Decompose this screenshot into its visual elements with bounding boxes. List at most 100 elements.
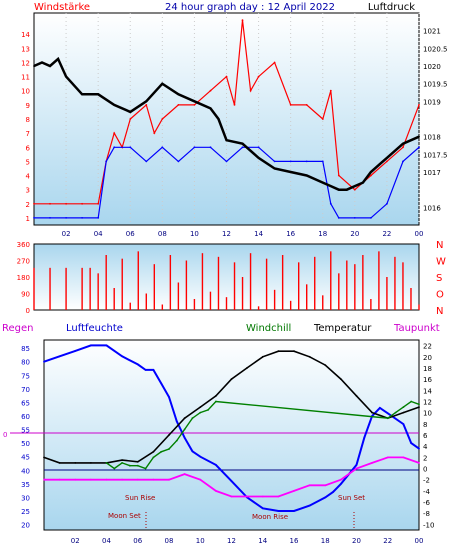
wind-speed-series-point (113, 132, 116, 135)
panel3-x-tick: 14 (258, 537, 267, 545)
panel3-x-tick: 12 (227, 537, 236, 545)
wind-speed-min-series-point (225, 160, 228, 163)
panel3-right-tick: 18 (423, 365, 432, 373)
panel1-right-tick-labels: 1016 1017 1017.5 1018 1019 1019.5 1020 1020.5 10… (423, 28, 448, 213)
pressure-series-point (217, 118, 220, 120)
panel3-x-tick: 20 (352, 537, 361, 545)
humidity-series-point (152, 369, 155, 371)
panel1-left-tick: 13 (21, 45, 30, 53)
dewpoint-series-point (58, 478, 61, 481)
wind-speed-min-series-point (97, 217, 100, 219)
wind-speed-series-point (177, 104, 180, 106)
panel2-y-tick: 0 (26, 307, 30, 315)
wind-speed-series-point (49, 202, 51, 205)
panel1-x-tick: 14 (254, 230, 263, 238)
pressure-series-point (345, 188, 348, 191)
panel3-left-tick: 85 (21, 345, 30, 353)
panel1-left-tick: 11 (21, 74, 30, 82)
humidity-series-point (175, 420, 178, 423)
dewpoint-series-point (355, 467, 358, 470)
temperature-series-point (199, 406, 202, 408)
pressure-series-point (353, 185, 356, 188)
wind-speed-series-point (418, 104, 420, 106)
panel3-right-tick: 4 (423, 443, 428, 451)
panel1-x-tick: 18 (318, 230, 327, 238)
panel2-series (33, 251, 420, 310)
wind-speed-min-series-point (337, 217, 340, 219)
temperature-series-point (402, 411, 405, 414)
panel3-left-tick: 55 (21, 427, 30, 435)
pressure-series-point (33, 65, 35, 67)
panel1-x-tick: 00 (415, 230, 424, 238)
dewpoint-series-point (308, 484, 311, 487)
dewpoint-series-point (324, 484, 327, 487)
humidity-series-point (261, 507, 264, 510)
temperature-series-point (355, 395, 358, 397)
panel3-dewpoint-label: Taupunkt (393, 323, 440, 334)
wind-speed-min-series-point (81, 217, 83, 219)
humidity-series-point (144, 369, 147, 371)
panel3-x-tick: 06 (133, 537, 142, 545)
panel3-temperature-label: Temperatur (313, 323, 372, 334)
windchill-series-point (191, 417, 194, 420)
panel3-series (43, 344, 420, 512)
wind-speed-series-point (386, 160, 388, 163)
panel3-x-tick: 22 (383, 537, 392, 545)
windchill-series-point (152, 456, 155, 459)
panel2-y-tick: 270 (17, 258, 30, 266)
wind-speed-series-point (402, 146, 404, 149)
pressure-series-point (257, 157, 260, 159)
dewpoint-series-point (199, 478, 202, 481)
wind-speed-min-series-point (193, 146, 196, 149)
panel3-x-tick: 10 (196, 537, 205, 545)
sun-set-label: Sun Set (338, 494, 365, 502)
panel3-right-tick: 14 (423, 387, 432, 395)
panel3-right-tick: 8 (423, 421, 427, 429)
panel2-direction-label: N (436, 240, 443, 251)
humidity-series-point (43, 360, 45, 363)
panel3-right-tick: 12 (423, 398, 432, 406)
moon-rise-label: Moon Rise (252, 513, 288, 521)
temperature-series-point (293, 350, 295, 353)
wind-speed-series-point (145, 104, 148, 106)
panel1-left-tick: 12 (21, 59, 30, 67)
panel1-x-tick: 16 (286, 230, 295, 238)
panel1-left-tick: 6 (26, 144, 31, 152)
humidity-series-point (277, 510, 280, 512)
wind-speed-series-point (273, 61, 276, 64)
panel3-right-tick: -8 (423, 510, 430, 518)
panel1-x-tick: 10 (190, 230, 199, 238)
dewpoint-series-point (121, 478, 123, 481)
panel3-x-tick: 18 (321, 537, 330, 545)
panel3-humidity-label: Luftfeuchte (66, 323, 123, 334)
wind-speed-series-point (241, 19, 244, 21)
pressure-series-point (418, 135, 420, 138)
wind-speed-series-point (249, 89, 252, 92)
panel3-right-tick: 0 (423, 466, 427, 474)
panel2-direction-label: S (436, 273, 442, 284)
panel1-left-tick: 14 (21, 31, 30, 39)
wind-speed-series-point (329, 89, 332, 92)
windchill-series-point (105, 462, 108, 464)
panel3-left-tick: 50 (21, 440, 30, 448)
panel1-left-tick: 4 (26, 173, 31, 181)
temperature-series-point (230, 378, 233, 380)
wind-speed-min-series-point (329, 202, 332, 205)
panel1-right-tick: 1020.5 (423, 45, 448, 53)
dewpoint-series-point (386, 456, 389, 459)
humidity-series-point (183, 436, 186, 439)
panel1-x-tick: 20 (350, 230, 359, 238)
pressure-series-point (49, 65, 51, 67)
dewpoint-series-point (215, 490, 217, 492)
panel2-y-tick: 90 (21, 291, 30, 299)
humidity-series-point (90, 344, 92, 347)
panel3-right-tick: 22 (423, 343, 432, 351)
humidity-series-point (136, 363, 139, 366)
wind-speed-series-point (289, 104, 292, 106)
pressure-series-point (129, 111, 132, 113)
temperature-series-point (324, 364, 327, 366)
pressure-series-point (370, 171, 372, 173)
wind-speed-series-point (161, 118, 164, 120)
humidity-series-point (199, 455, 202, 458)
